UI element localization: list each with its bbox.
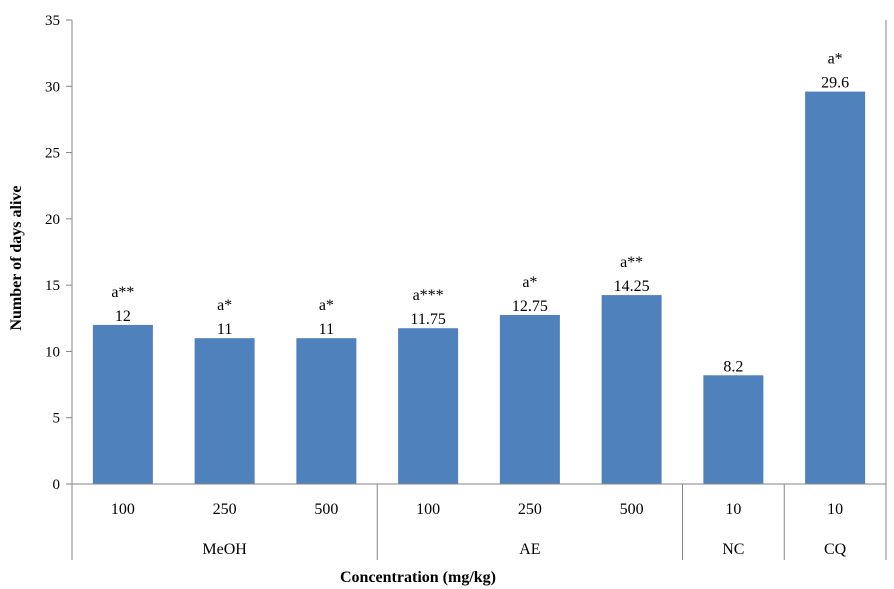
data-label: 14.25: [614, 278, 650, 295]
x-category-label: 250: [213, 501, 237, 518]
y-axis-ticks: 0 5 10 15 20 25 30 35: [45, 13, 887, 493]
x-group-label: AE: [519, 541, 540, 558]
data-label: 11.75: [410, 311, 445, 328]
bars: [92, 91, 866, 485]
data-labels: 12 a** 11 a* 11 a* 11.75 a*** 12.75 a* 14.25 a** 8.2…: [111, 51, 849, 376]
bar: [805, 91, 866, 485]
bar: [601, 295, 662, 484]
significance-label: a**: [111, 284, 134, 301]
significance-label: a*: [522, 274, 537, 291]
significance-label: a***: [413, 287, 444, 304]
y-tick-label: 15: [45, 278, 60, 294]
data-label: 8.2: [723, 358, 743, 375]
x-category-label: 10: [827, 501, 843, 518]
x-category-label: 100: [416, 501, 440, 518]
y-axis-title: Number of days alive: [8, 185, 25, 330]
bar: [703, 375, 764, 484]
data-label: 29.6: [821, 75, 849, 92]
data-label: 11: [217, 321, 232, 338]
x-category-label: 100: [111, 501, 135, 518]
y-tick-label: 10: [45, 344, 60, 360]
bar: [296, 338, 357, 484]
bar: [194, 338, 255, 484]
x-group-label: NC: [722, 541, 744, 558]
y-tick-label: 20: [45, 212, 60, 228]
x-category-label: 500: [620, 501, 644, 518]
significance-label: a**: [620, 254, 643, 271]
bar: [92, 324, 153, 484]
y-tick-label: 35: [45, 13, 60, 29]
x-category-label: 10: [725, 501, 741, 518]
significance-label: a*: [217, 297, 232, 314]
bar: [499, 314, 560, 484]
y-tick-label: 25: [45, 146, 60, 162]
y-tick-label: 0: [53, 477, 61, 493]
x-category-label: 250: [518, 501, 542, 518]
x-category-label: 500: [314, 501, 338, 518]
significance-label: a*: [828, 51, 843, 68]
x-axis: 100 250 500 100 250 500 10 10 MeOH AE NC CQ: [71, 483, 887, 560]
significance-label: a*: [319, 297, 334, 314]
data-label: 11: [319, 321, 334, 338]
x-group-label: CQ: [824, 541, 847, 558]
bar: [398, 328, 459, 484]
data-label: 12: [115, 308, 131, 325]
y-tick-label: 30: [45, 79, 60, 95]
y-tick-label: 5: [53, 411, 61, 427]
x-axis-title: Concentration (mg/kg): [340, 569, 496, 586]
data-label: 12.75: [512, 298, 548, 315]
x-group-label: MeOH: [202, 541, 247, 558]
